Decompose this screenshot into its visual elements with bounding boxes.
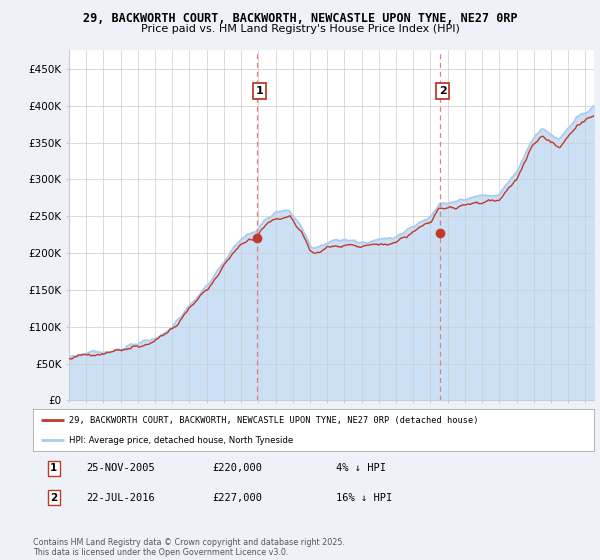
Text: Price paid vs. HM Land Registry's House Price Index (HPI): Price paid vs. HM Land Registry's House … bbox=[140, 24, 460, 34]
Text: 29, BACKWORTH COURT, BACKWORTH, NEWCASTLE UPON TYNE, NE27 0RP: 29, BACKWORTH COURT, BACKWORTH, NEWCASTL… bbox=[83, 12, 517, 25]
Text: 2: 2 bbox=[439, 86, 446, 96]
Text: 29, BACKWORTH COURT, BACKWORTH, NEWCASTLE UPON TYNE, NE27 0RP (detached house): 29, BACKWORTH COURT, BACKWORTH, NEWCASTL… bbox=[70, 416, 479, 424]
Text: 1: 1 bbox=[256, 86, 263, 96]
Text: 25-NOV-2005: 25-NOV-2005 bbox=[86, 463, 155, 473]
Text: 2: 2 bbox=[50, 493, 58, 503]
Text: HPI: Average price, detached house, North Tyneside: HPI: Average price, detached house, Nort… bbox=[70, 436, 294, 445]
Text: 4% ↓ HPI: 4% ↓ HPI bbox=[336, 463, 386, 473]
Text: £227,000: £227,000 bbox=[212, 493, 263, 503]
Text: £220,000: £220,000 bbox=[212, 463, 263, 473]
Text: 1: 1 bbox=[50, 463, 58, 473]
Text: 22-JUL-2016: 22-JUL-2016 bbox=[86, 493, 155, 503]
Text: Contains HM Land Registry data © Crown copyright and database right 2025.
This d: Contains HM Land Registry data © Crown c… bbox=[33, 538, 345, 557]
Text: 16% ↓ HPI: 16% ↓ HPI bbox=[336, 493, 392, 503]
